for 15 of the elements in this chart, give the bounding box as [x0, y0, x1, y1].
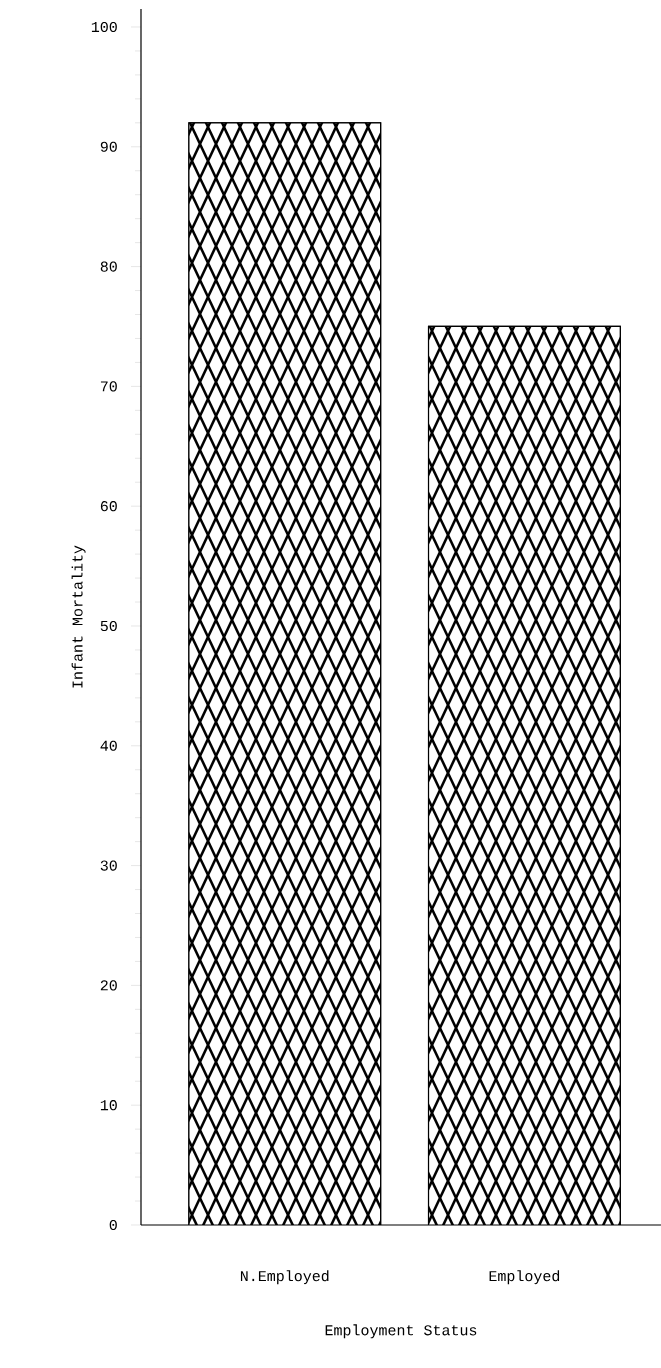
y-tick-label: 60	[100, 501, 117, 512]
y-tick-label: 70	[100, 381, 117, 392]
y-tick-label: 30	[100, 860, 117, 871]
y-tick-label: 100	[91, 21, 117, 33]
x-axis-title: Employment Status	[325, 1324, 477, 1339]
y-tick-label: 80	[100, 261, 117, 272]
y-axis-title: Infant Mortality	[71, 545, 86, 688]
y-tick-label: 20	[100, 980, 117, 991]
x-tick-label: N.Employed	[240, 1270, 329, 1285]
y-tick-label: 90	[100, 141, 117, 152]
x-tick-label: Employed	[489, 1270, 560, 1285]
y-tick-label: 40	[100, 740, 117, 751]
y-tick-label: 10	[100, 1100, 117, 1111]
y-tick-label: 0	[109, 1219, 117, 1231]
y-tick-label: 50	[100, 620, 117, 632]
